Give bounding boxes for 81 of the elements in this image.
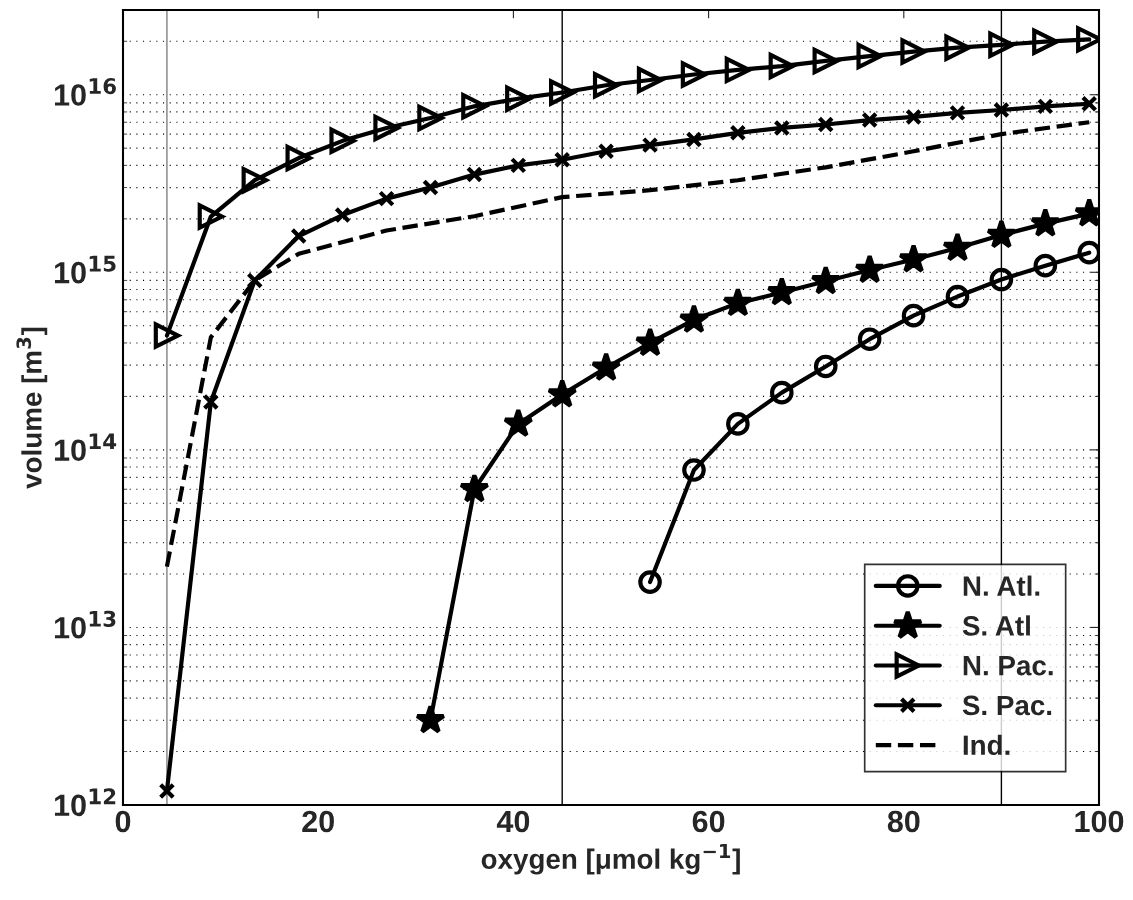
point	[986, 219, 1017, 249]
point	[856, 42, 883, 70]
point	[993, 101, 1010, 119]
point	[944, 34, 971, 61]
point	[729, 124, 747, 142]
point	[726, 412, 750, 436]
point	[415, 704, 446, 734]
point	[334, 206, 351, 224]
point	[949, 104, 966, 122]
point	[769, 380, 794, 405]
point	[158, 782, 176, 800]
point	[290, 227, 308, 245]
y-tick-label: 10$^{16}$	[54, 77, 116, 106]
point	[857, 327, 882, 351]
x-axis-title: oxygen [μmol kg$^{−1}$]	[481, 843, 740, 875]
point	[638, 570, 662, 594]
legend-label: Ind.	[963, 734, 1010, 756]
point	[553, 151, 571, 169]
point	[989, 267, 1014, 292]
point	[592, 70, 622, 100]
x-tick-label: 0	[115, 810, 131, 833]
point	[641, 136, 659, 154]
point	[988, 31, 1015, 59]
point	[898, 243, 929, 273]
point	[722, 287, 754, 317]
point	[246, 272, 264, 289]
point	[810, 265, 842, 295]
point	[461, 93, 488, 120]
point	[634, 326, 666, 357]
point	[682, 458, 706, 482]
point	[1036, 98, 1054, 115]
legend-label: N. Atl.	[963, 575, 1040, 596]
point	[373, 114, 400, 142]
point	[153, 321, 183, 350]
point	[590, 351, 622, 382]
point	[505, 84, 534, 114]
point	[861, 111, 878, 129]
x-tick-label: 40	[496, 810, 530, 833]
point	[1032, 28, 1059, 55]
point	[942, 232, 973, 262]
y-tick-label: 10$^{14}$	[54, 433, 117, 462]
point	[813, 354, 838, 379]
point	[202, 393, 220, 411]
point	[766, 276, 798, 306]
legend-label: S. Atl	[962, 615, 1030, 636]
x-tick-label: 100	[1075, 810, 1124, 833]
point	[678, 303, 710, 334]
point	[1033, 253, 1058, 278]
point	[459, 473, 490, 503]
point	[905, 108, 922, 126]
point	[1080, 95, 1098, 113]
point	[509, 157, 527, 174]
y-tick-label: 10$^{13}$	[54, 610, 116, 639]
point	[597, 142, 615, 160]
point	[546, 378, 578, 408]
point	[549, 78, 578, 107]
point	[901, 303, 926, 328]
y-axis-title: volume [m$^{3}$]	[16, 327, 48, 489]
y-tick-label: 10$^{15}$	[54, 255, 116, 284]
point	[945, 284, 970, 309]
point	[773, 119, 791, 137]
point	[378, 190, 395, 207]
x-tick-label: 60	[692, 810, 725, 833]
point	[502, 407, 534, 438]
point	[197, 202, 227, 231]
point	[636, 65, 666, 95]
point	[680, 61, 708, 88]
point	[1030, 207, 1061, 237]
legend-label: N. Pac.	[963, 656, 1053, 676]
point	[466, 166, 483, 183]
legend-label: S. Pac.	[962, 695, 1052, 716]
x-tick-label: 80	[887, 810, 920, 833]
point	[422, 179, 439, 196]
point	[417, 104, 444, 132]
point	[854, 254, 885, 284]
point	[900, 38, 927, 65]
x-tick-label: 20	[302, 810, 334, 833]
point	[685, 131, 703, 148]
y-tick-label: 10$^{12}$	[54, 788, 116, 817]
point	[724, 55, 754, 85]
point	[817, 116, 835, 133]
